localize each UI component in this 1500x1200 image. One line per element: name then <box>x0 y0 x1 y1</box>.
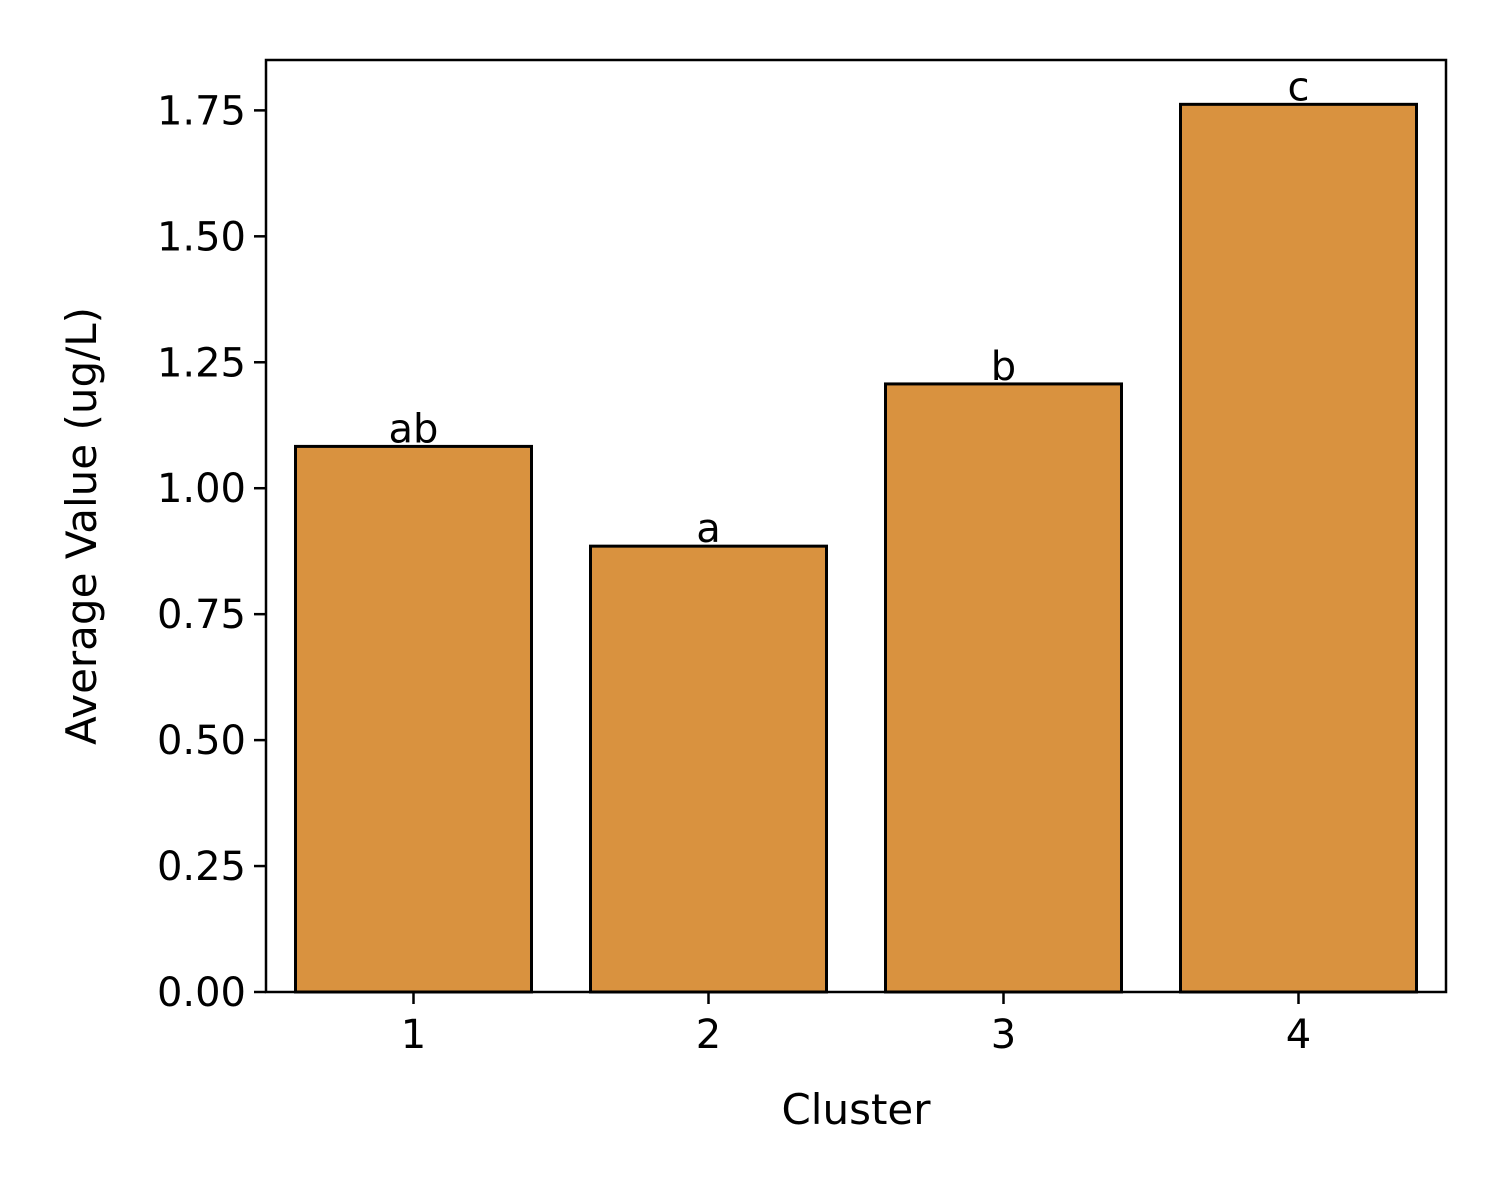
y-tick-label: 0.00 <box>157 970 246 1016</box>
bar-2 <box>589 544 828 994</box>
bar-label-4: c <box>1288 64 1310 110</box>
bar-3 <box>884 382 1123 994</box>
y-tick-label: 1.75 <box>157 88 246 134</box>
x-tick-label: 3 <box>991 1012 1016 1058</box>
bars-group <box>294 102 1418 994</box>
bar-label-1: ab <box>389 406 439 452</box>
y-tick-label: 1.00 <box>157 466 246 512</box>
y-axis: 0.00 0.25 0.50 0.75 1.00 1.25 1.50 1.75 <box>157 88 266 1016</box>
bar-label-2: a <box>696 506 721 552</box>
y-tick-label: 0.25 <box>157 844 246 890</box>
y-tick-label: 1.50 <box>157 214 246 260</box>
x-axis-label: Cluster <box>781 1085 931 1134</box>
bar-4 <box>1179 102 1418 994</box>
x-tick-label: 4 <box>1286 1012 1311 1058</box>
x-tick-label: 1 <box>401 1012 426 1058</box>
y-tick-label: 0.75 <box>157 592 246 638</box>
y-tick-label: 1.25 <box>157 340 246 386</box>
bar-1 <box>294 444 533 994</box>
x-axis: 1 2 3 4 <box>401 992 1311 1058</box>
y-axis-label: Average Value (ug/L) <box>57 307 106 745</box>
x-tick-label: 2 <box>696 1012 721 1058</box>
y-tick-label: 0.50 <box>157 718 246 764</box>
bar-label-3: b <box>991 344 1016 390</box>
plot-frame <box>264 58 1448 994</box>
